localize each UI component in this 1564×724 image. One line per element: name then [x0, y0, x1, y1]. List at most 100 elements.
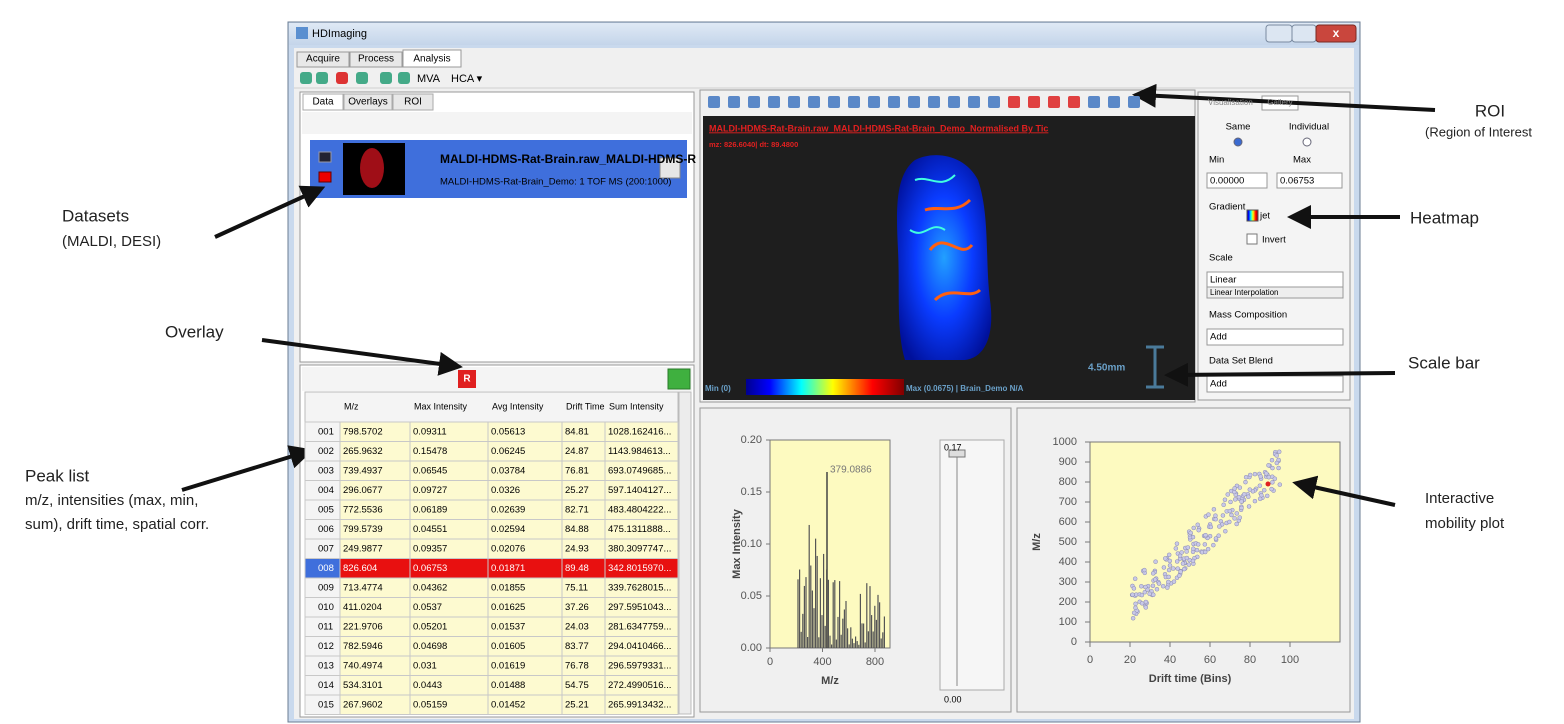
- mobility-point[interactable]: [1242, 492, 1247, 497]
- mobility-point[interactable]: [1243, 479, 1248, 485]
- image-tool-icon[interactable]: [808, 96, 820, 108]
- mobility-point[interactable]: [1236, 494, 1242, 500]
- image-tool-icon[interactable]: [728, 96, 740, 108]
- mobility-point[interactable]: [1227, 508, 1233, 514]
- mobility-point[interactable]: [1165, 585, 1170, 590]
- mobility-point[interactable]: [1171, 579, 1177, 584]
- mobility-point[interactable]: [1203, 532, 1208, 538]
- mobility-point[interactable]: [1152, 577, 1158, 582]
- mobility-point[interactable]: [1191, 546, 1196, 551]
- mobility-point[interactable]: [1252, 471, 1258, 477]
- mobility-point[interactable]: [1166, 579, 1171, 585]
- threshold-slider[interactable]: [939, 439, 1005, 691]
- mobility-point[interactable]: [1166, 574, 1171, 580]
- mobility-point[interactable]: [1247, 487, 1253, 492]
- table-scrollbar[interactable]: [678, 391, 692, 715]
- mobility-point[interactable]: [1222, 497, 1228, 503]
- mobility-point[interactable]: [1277, 482, 1283, 487]
- mobility-point[interactable]: [1163, 556, 1168, 561]
- gradient-swatch[interactable]: [1246, 209, 1259, 222]
- mobility-point[interactable]: [1211, 542, 1216, 548]
- mobility-point[interactable]: [1142, 567, 1147, 573]
- mobility-point[interactable]: [1174, 559, 1180, 564]
- mobility-point[interactable]: [1239, 505, 1244, 511]
- image-tool-icon[interactable]: [1028, 96, 1040, 108]
- mobility-point[interactable]: [1206, 512, 1211, 517]
- mobility-point[interactable]: [1184, 555, 1190, 561]
- mobility-point[interactable]: [1181, 566, 1187, 572]
- mobility-point[interactable]: [1276, 465, 1281, 471]
- mobility-point[interactable]: [1185, 545, 1191, 550]
- mobility-point[interactable]: [1239, 499, 1244, 504]
- mobility-point[interactable]: [1258, 474, 1263, 479]
- mobility-point[interactable]: [1167, 563, 1173, 568]
- image-tool-icon[interactable]: [868, 96, 880, 108]
- mobility-point[interactable]: [1175, 566, 1180, 571]
- interpolation-dropdown[interactable]: [1206, 286, 1344, 299]
- panel-tab[interactable]: [302, 93, 344, 111]
- toolbar-icon[interactable]: [300, 72, 312, 84]
- image-tool-icon[interactable]: [968, 96, 980, 108]
- mobility-point[interactable]: [1156, 581, 1162, 586]
- mobility-point[interactable]: [1142, 589, 1148, 595]
- mobility-point[interactable]: [1139, 592, 1145, 598]
- toolbar-icon[interactable]: [356, 72, 368, 84]
- image-tool-icon[interactable]: [828, 96, 840, 108]
- mobility-point[interactable]: [1195, 522, 1200, 528]
- max-input[interactable]: [1276, 172, 1343, 189]
- mobility-point[interactable]: [1130, 615, 1136, 621]
- mobility-point[interactable]: [1171, 566, 1176, 571]
- mobility-point[interactable]: [1130, 592, 1135, 597]
- image-tool-icon[interactable]: [908, 96, 920, 108]
- mobility-point[interactable]: [1174, 541, 1180, 546]
- mobility-point[interactable]: [1151, 592, 1156, 597]
- mobility-point[interactable]: [1132, 576, 1138, 581]
- mobility-point[interactable]: [1177, 573, 1182, 578]
- image-tool-icon[interactable]: [1008, 96, 1020, 108]
- mobility-point[interactable]: [1154, 586, 1160, 592]
- mobility-point[interactable]: [1274, 460, 1280, 466]
- mobility-point[interactable]: [1261, 487, 1267, 493]
- toolbar-icon[interactable]: [336, 72, 348, 84]
- mobility-point[interactable]: [1150, 583, 1156, 589]
- dataset-color[interactable]: [318, 171, 332, 183]
- mobility-point[interactable]: [1266, 474, 1272, 480]
- mobility-point[interactable]: [1252, 498, 1258, 504]
- mobility-point[interactable]: [1269, 486, 1274, 492]
- image-tool-icon[interactable]: [788, 96, 800, 108]
- mobility-point[interactable]: [1276, 449, 1282, 455]
- collapse-button[interactable]: [659, 157, 681, 179]
- mass-dropdown[interactable]: [1206, 328, 1344, 346]
- mobility-point[interactable]: [1196, 527, 1201, 533]
- mobility-point[interactable]: [1246, 494, 1251, 499]
- mobility-point[interactable]: [1266, 463, 1271, 468]
- mobility-point[interactable]: [1147, 591, 1152, 597]
- mobility-point[interactable]: [1143, 599, 1149, 605]
- image-tool-icon[interactable]: [1128, 96, 1140, 108]
- mobility-point[interactable]: [1131, 586, 1137, 591]
- mobility-point[interactable]: [1188, 530, 1193, 536]
- mobility-point[interactable]: [1217, 524, 1222, 529]
- image-tool-icon[interactable]: [948, 96, 960, 108]
- mobility-point[interactable]: [1190, 558, 1196, 564]
- mobility-point[interactable]: [1166, 567, 1172, 573]
- mobility-point[interactable]: [1257, 496, 1263, 502]
- mobility-point[interactable]: [1234, 521, 1239, 527]
- mobility-point[interactable]: [1195, 542, 1201, 547]
- mobility-point[interactable]: [1186, 562, 1192, 567]
- mobility-point[interactable]: [1208, 524, 1214, 530]
- mobility-point[interactable]: [1153, 559, 1158, 564]
- mobility-point[interactable]: [1233, 497, 1238, 502]
- image-tool-icon[interactable]: [1068, 96, 1080, 108]
- mobility-point[interactable]: [1232, 516, 1237, 521]
- mobility-point[interactable]: [1274, 453, 1279, 458]
- image-tool-icon[interactable]: [768, 96, 780, 108]
- mobility-point[interactable]: [1133, 601, 1138, 607]
- mobility-point[interactable]: [1131, 610, 1137, 616]
- same-radio[interactable]: [1233, 137, 1243, 147]
- mobility-point[interactable]: [1237, 515, 1243, 520]
- slider-thumb[interactable]: [948, 449, 966, 458]
- mobility-point[interactable]: [1211, 507, 1217, 512]
- mobility-point[interactable]: [1180, 561, 1186, 566]
- mobility-point[interactable]: [1264, 471, 1269, 476]
